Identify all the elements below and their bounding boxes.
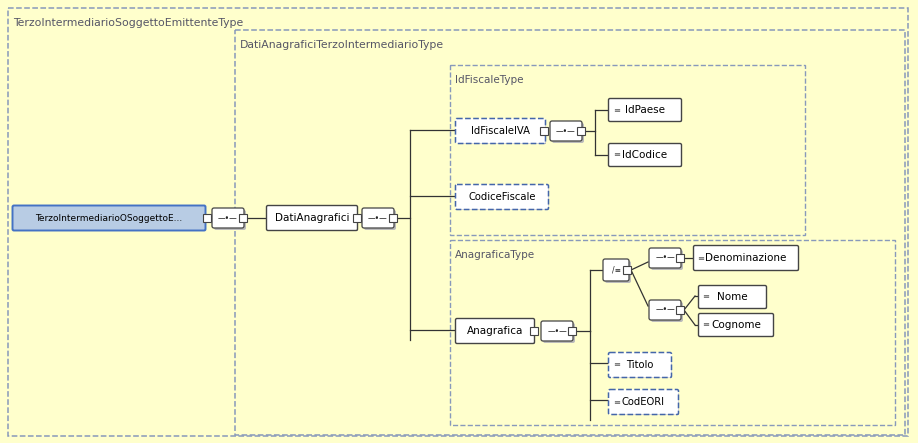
- Text: IdFiscaleIVA: IdFiscaleIVA: [471, 126, 530, 136]
- FancyBboxPatch shape: [651, 302, 683, 322]
- Text: Anagrafica: Anagrafica: [467, 326, 523, 336]
- FancyBboxPatch shape: [609, 389, 678, 415]
- Bar: [16, 209, 206, 231]
- Text: ≡: ≡: [697, 253, 704, 263]
- Bar: [623, 266, 631, 274]
- FancyBboxPatch shape: [609, 144, 681, 167]
- Bar: [612, 356, 672, 378]
- Bar: [612, 102, 682, 122]
- FancyBboxPatch shape: [699, 285, 767, 308]
- Text: Denominazione: Denominazione: [705, 253, 787, 263]
- Text: IdPaese: IdPaese: [625, 105, 665, 115]
- Bar: [353, 214, 361, 222]
- Text: ≡: ≡: [613, 151, 620, 159]
- Bar: [612, 147, 682, 167]
- Text: CodEORI: CodEORI: [622, 397, 665, 407]
- Text: DatiAnagrafici: DatiAnagrafici: [274, 213, 349, 223]
- Bar: [530, 327, 538, 335]
- FancyBboxPatch shape: [552, 123, 584, 143]
- FancyBboxPatch shape: [455, 184, 548, 210]
- FancyBboxPatch shape: [649, 248, 681, 268]
- FancyBboxPatch shape: [605, 261, 631, 283]
- Bar: [702, 317, 774, 337]
- FancyBboxPatch shape: [649, 300, 681, 320]
- Text: —•—: —•—: [547, 326, 567, 335]
- Bar: [239, 214, 247, 222]
- Text: ≡: ≡: [702, 292, 709, 302]
- FancyBboxPatch shape: [455, 118, 545, 144]
- Bar: [459, 122, 546, 144]
- FancyBboxPatch shape: [609, 98, 681, 121]
- FancyBboxPatch shape: [212, 208, 244, 228]
- Bar: [540, 127, 548, 135]
- Bar: [676, 306, 684, 314]
- Text: AnagraficaType: AnagraficaType: [455, 250, 535, 260]
- FancyBboxPatch shape: [455, 319, 534, 343]
- Text: Cognome: Cognome: [711, 320, 761, 330]
- Text: ≡: ≡: [613, 361, 620, 369]
- FancyBboxPatch shape: [13, 206, 206, 230]
- Text: Nome: Nome: [717, 292, 748, 302]
- FancyBboxPatch shape: [362, 208, 394, 228]
- Text: —•—: —•—: [655, 306, 675, 315]
- FancyBboxPatch shape: [550, 121, 582, 141]
- Text: /≡: /≡: [611, 265, 621, 275]
- Text: Titolo: Titolo: [626, 360, 654, 370]
- Text: —•—: —•—: [655, 253, 675, 263]
- FancyBboxPatch shape: [693, 245, 799, 271]
- Text: ≡: ≡: [702, 320, 709, 330]
- Bar: [450, 65, 805, 235]
- FancyBboxPatch shape: [541, 321, 573, 341]
- Bar: [577, 127, 585, 135]
- FancyBboxPatch shape: [651, 250, 683, 270]
- FancyBboxPatch shape: [603, 259, 629, 281]
- Bar: [389, 214, 397, 222]
- Bar: [203, 214, 211, 222]
- Text: IdFiscaleType: IdFiscaleType: [455, 75, 523, 85]
- Bar: [459, 188, 549, 210]
- FancyBboxPatch shape: [214, 210, 246, 230]
- Bar: [612, 393, 679, 415]
- FancyBboxPatch shape: [543, 323, 575, 343]
- FancyBboxPatch shape: [609, 353, 671, 377]
- Bar: [697, 249, 799, 271]
- FancyBboxPatch shape: [364, 210, 396, 230]
- Bar: [676, 254, 684, 262]
- Bar: [450, 240, 895, 425]
- Bar: [459, 322, 535, 344]
- Bar: [702, 289, 767, 309]
- Text: DatiAnagraficiTerzoIntermediarioType: DatiAnagraficiTerzoIntermediarioType: [240, 40, 444, 50]
- Text: TerzoIntermediarioOSoggettoE...: TerzoIntermediarioOSoggettoE...: [36, 214, 183, 222]
- Text: CodiceFiscale: CodiceFiscale: [468, 192, 536, 202]
- FancyBboxPatch shape: [266, 206, 357, 230]
- Text: IdCodice: IdCodice: [622, 150, 667, 160]
- Text: —•—: —•—: [556, 127, 576, 136]
- Text: ≡: ≡: [613, 105, 620, 114]
- Text: —•—: —•—: [218, 214, 238, 222]
- Bar: [568, 327, 576, 335]
- FancyBboxPatch shape: [699, 314, 774, 337]
- Text: —•—: —•—: [368, 214, 388, 222]
- Text: TerzoIntermediarioSoggettoEmittenteType: TerzoIntermediarioSoggettoEmittenteType: [13, 18, 243, 28]
- Bar: [235, 30, 905, 435]
- Bar: [270, 209, 358, 231]
- Text: ≡: ≡: [613, 397, 620, 407]
